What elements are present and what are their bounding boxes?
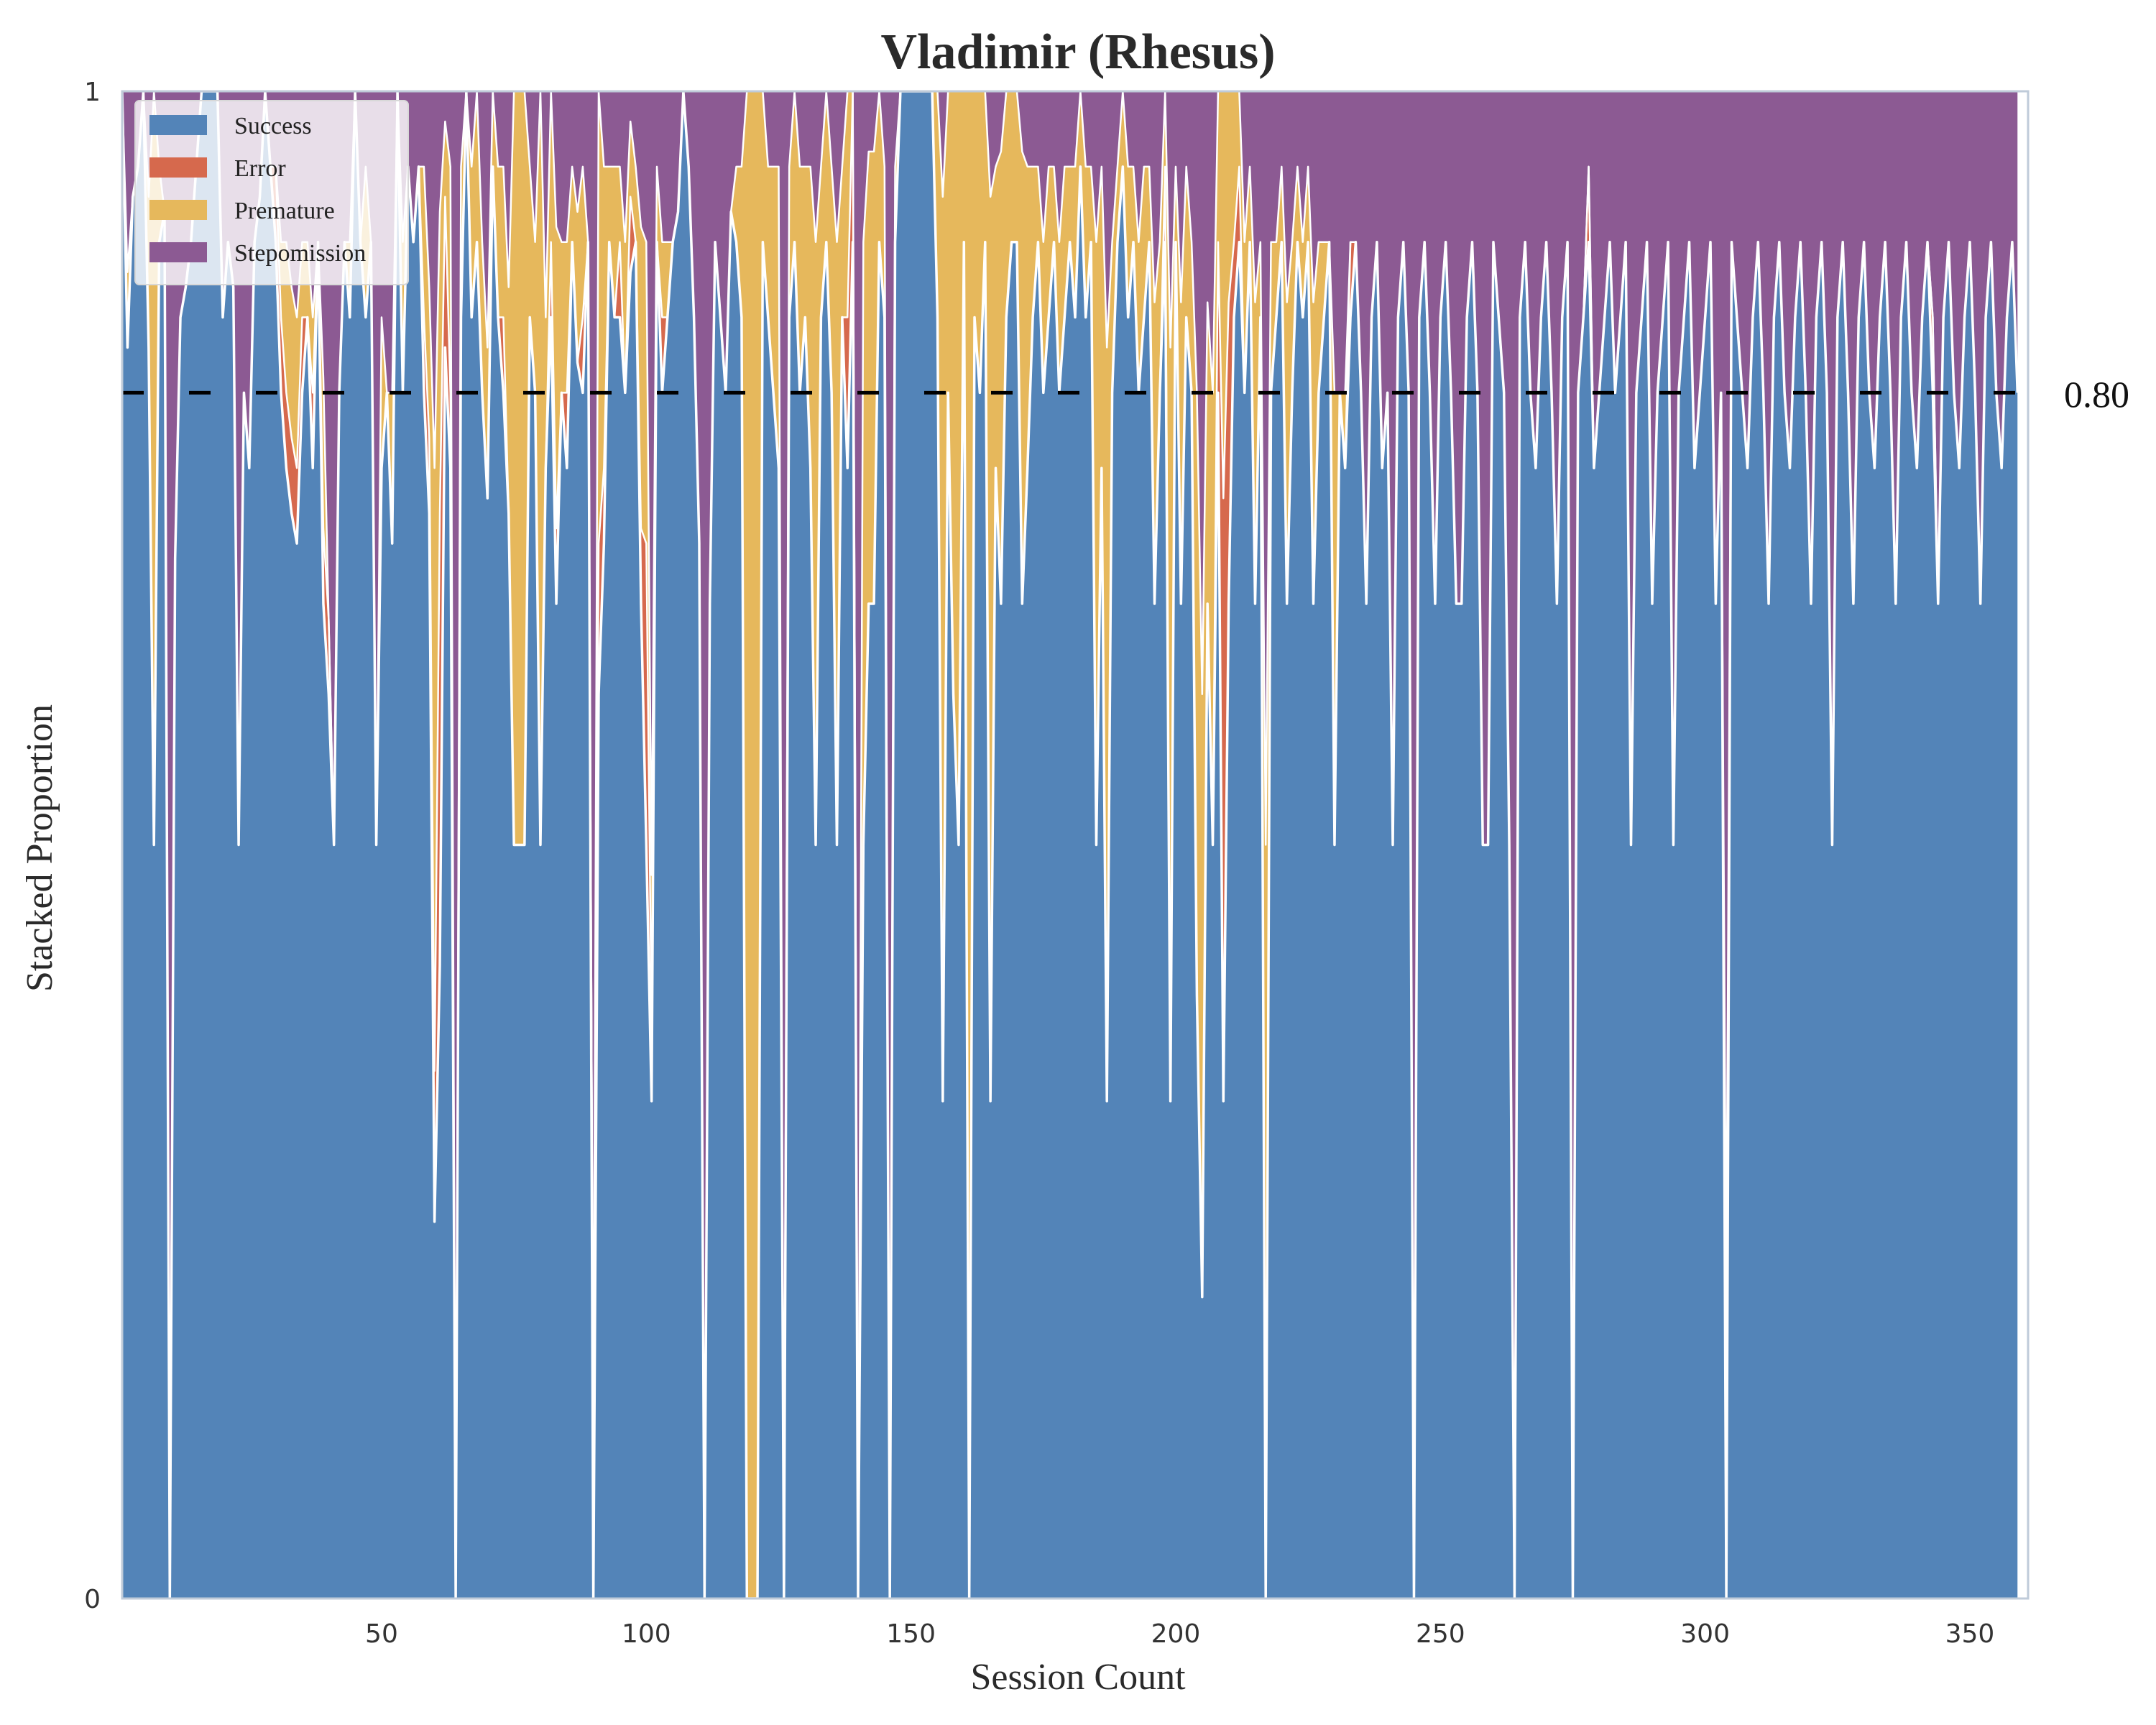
legend-label-premature: Premature <box>234 198 335 224</box>
axes-layer: 50 100 150 200 250 300 350 0 1 <box>84 78 2030 1649</box>
legend-swatch-stepomission <box>149 242 207 262</box>
legend-label-stepomission: Stepomission <box>234 240 366 267</box>
legend: Success Error Premature Stepomission <box>134 100 409 285</box>
x-tick-label: 300 <box>1680 1619 1730 1649</box>
y-tick-label: 1 <box>84 78 101 107</box>
y-tick-label: 0 <box>84 1585 101 1614</box>
plot-frame <box>121 90 2030 1600</box>
x-tick-label: 350 <box>1945 1619 1995 1649</box>
plot-area <box>121 90 2019 1600</box>
series-edge-premature <box>121 90 2019 1600</box>
threshold-label: 0.80 <box>2064 374 2129 415</box>
x-tick-label: 50 <box>365 1619 398 1649</box>
x-axis-label: Session Count <box>970 1657 1186 1698</box>
x-tick-label: 150 <box>886 1619 936 1649</box>
series-area-success <box>122 91 2018 1598</box>
threshold-layer: 0.80 <box>122 374 2129 415</box>
legend-label-error: Error <box>234 155 286 182</box>
legend-swatch-error <box>149 157 207 178</box>
x-tick-label: 250 <box>1416 1619 1465 1649</box>
legend-swatch-success <box>149 115 207 135</box>
y-axis-label: Stacked Proportion <box>19 704 60 992</box>
legend-box <box>134 100 409 285</box>
x-tick-label: 100 <box>622 1619 671 1649</box>
legend-swatch-premature <box>149 200 207 220</box>
legend-label-success: Success <box>234 113 312 139</box>
x-tick-label: 200 <box>1151 1619 1201 1649</box>
chart-title: Vladimir (Rhesus) <box>880 24 1275 80</box>
series-area-stepomission <box>122 91 2018 1598</box>
